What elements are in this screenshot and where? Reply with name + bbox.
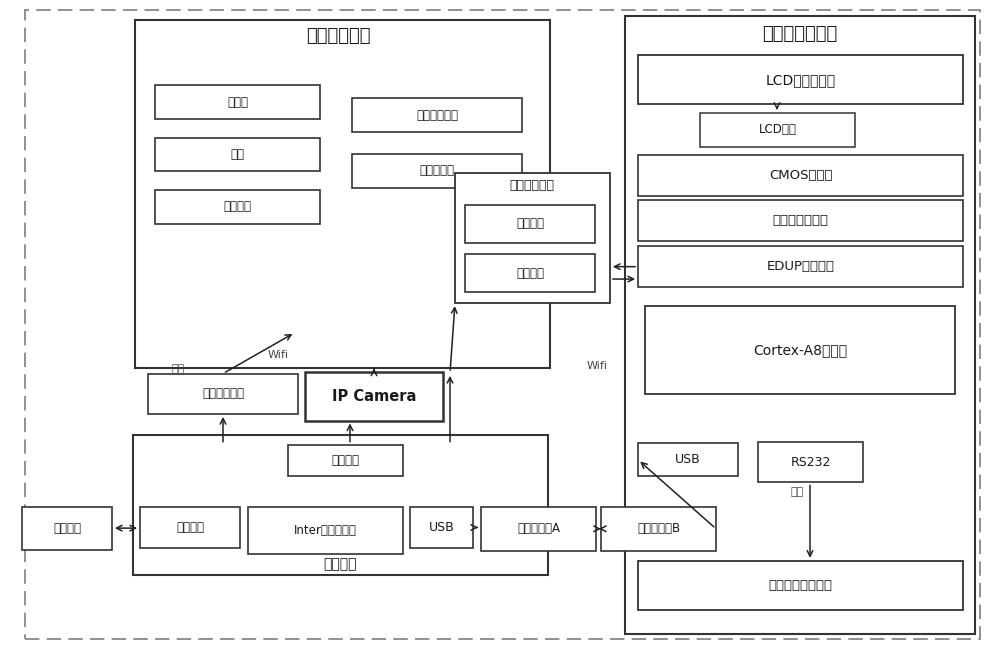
Text: 温湿度传感器: 温湿度传感器: [416, 109, 458, 122]
FancyBboxPatch shape: [601, 507, 716, 551]
FancyBboxPatch shape: [148, 52, 333, 333]
FancyBboxPatch shape: [638, 134, 963, 482]
FancyBboxPatch shape: [155, 85, 320, 119]
FancyBboxPatch shape: [645, 306, 955, 394]
FancyBboxPatch shape: [465, 254, 595, 292]
Text: LCD电阻触摸屏: LCD电阻触摸屏: [765, 73, 836, 87]
Text: 可移动式机械机构: 可移动式机械机构: [768, 579, 832, 591]
FancyBboxPatch shape: [410, 507, 473, 548]
FancyBboxPatch shape: [22, 507, 112, 550]
Text: 总红外控制器: 总红外控制器: [202, 387, 244, 400]
Text: 外部网络: 外部网络: [53, 522, 81, 535]
Text: IP Camera: IP Camera: [332, 389, 416, 404]
FancyBboxPatch shape: [638, 443, 738, 476]
FancyBboxPatch shape: [352, 98, 522, 132]
Text: EDUP无线网卡: EDUP无线网卡: [767, 260, 834, 273]
FancyBboxPatch shape: [638, 55, 963, 104]
FancyBboxPatch shape: [155, 138, 320, 171]
FancyBboxPatch shape: [758, 442, 863, 482]
Text: 麦克风输入单元: 麦克风输入单元: [772, 215, 828, 227]
FancyBboxPatch shape: [288, 445, 403, 476]
Text: 无线模块: 无线模块: [332, 454, 360, 467]
Text: 养老服务机器人: 养老服务机器人: [762, 25, 838, 43]
Text: CMOS摄像头: CMOS摄像头: [769, 169, 832, 181]
FancyBboxPatch shape: [248, 507, 403, 554]
Text: 电视机: 电视机: [227, 96, 248, 109]
FancyBboxPatch shape: [638, 200, 963, 241]
Text: 加解密设备B: 加解密设备B: [637, 522, 680, 535]
Text: 智能家庭设备: 智能家庭设备: [306, 27, 370, 45]
FancyBboxPatch shape: [133, 435, 548, 575]
FancyBboxPatch shape: [481, 507, 596, 551]
Text: Wifi: Wifi: [268, 350, 288, 361]
Text: 智能移动终端: 智能移动终端: [510, 179, 554, 192]
Text: 烟雾探测器: 烟雾探测器: [420, 164, 454, 177]
Text: Cortex-A8处理器: Cortex-A8处理器: [753, 344, 847, 357]
FancyBboxPatch shape: [140, 507, 240, 548]
FancyBboxPatch shape: [148, 374, 298, 414]
FancyBboxPatch shape: [352, 154, 522, 188]
Text: 以太网口: 以太网口: [176, 521, 204, 534]
FancyBboxPatch shape: [625, 16, 975, 634]
Text: 加解密设备A: 加解密设备A: [517, 522, 560, 535]
FancyBboxPatch shape: [342, 65, 537, 319]
Text: Inter双核处理器: Inter双核处理器: [294, 524, 357, 537]
Text: USB: USB: [675, 453, 701, 466]
Text: 照明设备: 照明设备: [224, 200, 252, 213]
Text: 平板设备: 平板设备: [516, 267, 544, 280]
FancyBboxPatch shape: [155, 190, 320, 224]
Text: LCD接口: LCD接口: [759, 123, 796, 136]
Text: 红外: 红外: [171, 364, 185, 374]
Text: 串口: 串口: [790, 487, 804, 497]
FancyBboxPatch shape: [638, 561, 963, 610]
Text: Wifi: Wifi: [586, 361, 608, 372]
FancyBboxPatch shape: [305, 372, 443, 421]
FancyBboxPatch shape: [700, 113, 855, 147]
FancyBboxPatch shape: [135, 20, 550, 368]
Text: 家庭网关: 家庭网关: [323, 557, 357, 571]
FancyBboxPatch shape: [465, 205, 595, 243]
Text: USB: USB: [429, 521, 454, 534]
Text: RS232: RS232: [790, 456, 831, 469]
FancyBboxPatch shape: [455, 173, 610, 303]
FancyBboxPatch shape: [638, 155, 963, 196]
FancyBboxPatch shape: [25, 10, 980, 639]
Text: 空调: 空调: [230, 148, 244, 161]
FancyBboxPatch shape: [638, 246, 963, 287]
Text: 智能手机: 智能手机: [516, 217, 544, 230]
